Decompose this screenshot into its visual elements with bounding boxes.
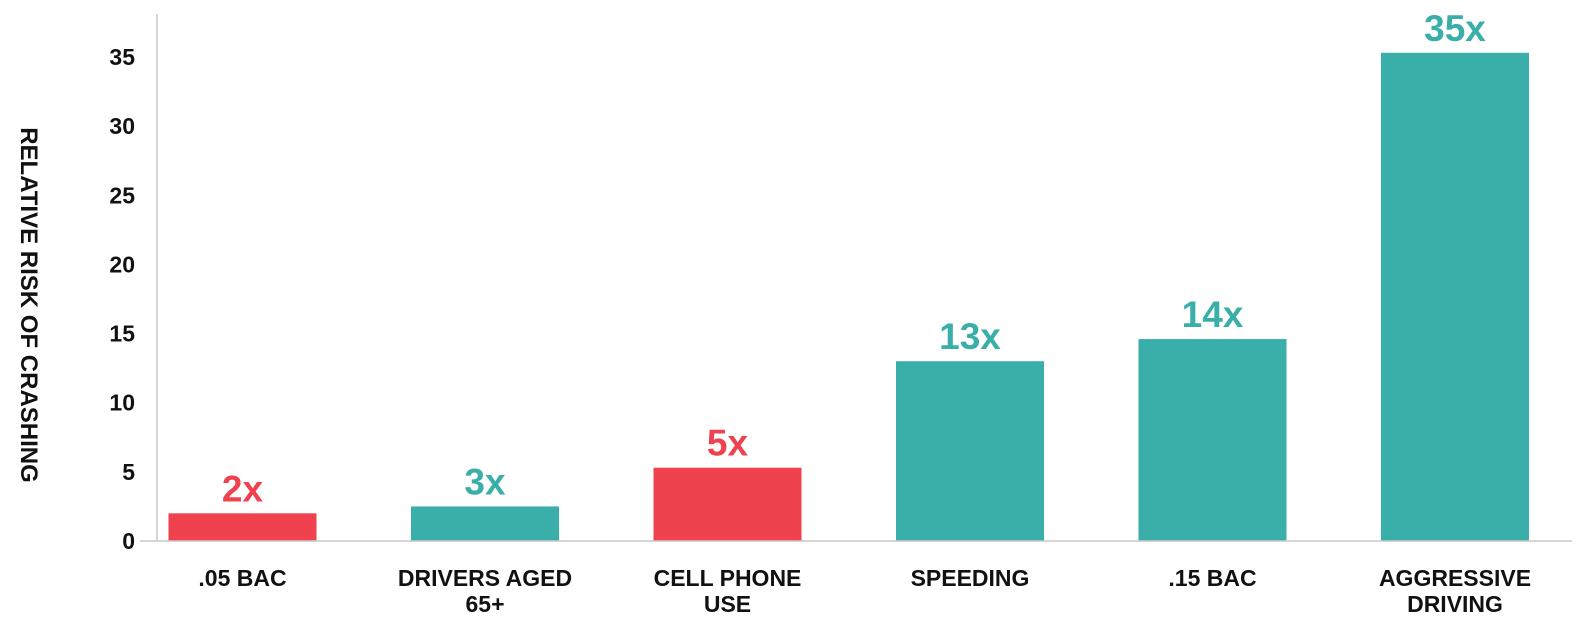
y-tick-label: 10 — [109, 390, 135, 416]
bars — [168, 52, 1529, 542]
y-axis-ticks: 0 5 10 15 20 25 30 35 — [109, 44, 135, 554]
bar — [168, 513, 317, 541]
y-tick-label: 0 — [122, 528, 135, 554]
bar-value-label: 14x — [1182, 294, 1244, 335]
data-labels: 2x 3x 5x 13x 14x 35x — [222, 8, 1486, 510]
bar — [411, 506, 559, 541]
category-label-line2: SPEEDING — [911, 565, 1030, 591]
category-label-line1: DRIVERS AGED — [398, 565, 572, 591]
category-label-line2: .05 BAC — [198, 565, 286, 591]
y-tick-label: 5 — [122, 459, 135, 485]
category-label-line2: 65+ — [465, 591, 504, 617]
y-tick-label: 35 — [109, 44, 135, 70]
y-tick-label: 20 — [109, 251, 135, 277]
category-label-line1: CELL PHONE — [654, 565, 802, 591]
y-tick-label: 30 — [109, 113, 135, 139]
y-axis-title: RELATIVE RISK OF CRASHING — [15, 127, 42, 483]
bar-value-label: 3x — [464, 461, 506, 502]
category-label-line2: USE — [704, 591, 751, 617]
bar-value-label: 35x — [1424, 8, 1486, 49]
bar-value-label: 2x — [222, 468, 264, 509]
bar-value-label: 13x — [939, 316, 1001, 357]
bar — [1138, 339, 1287, 541]
category-label-line1: AGGRESSIVE — [1379, 565, 1531, 591]
y-tick-label: 25 — [109, 182, 135, 208]
bar — [653, 467, 802, 541]
bar — [1381, 52, 1529, 542]
bar-value-label: 5x — [707, 423, 749, 464]
category-label-line2: DRIVING — [1407, 591, 1503, 617]
bar — [896, 361, 1044, 541]
category-label-line2: .15 BAC — [1168, 565, 1256, 591]
y-tick-label: 15 — [109, 321, 135, 347]
